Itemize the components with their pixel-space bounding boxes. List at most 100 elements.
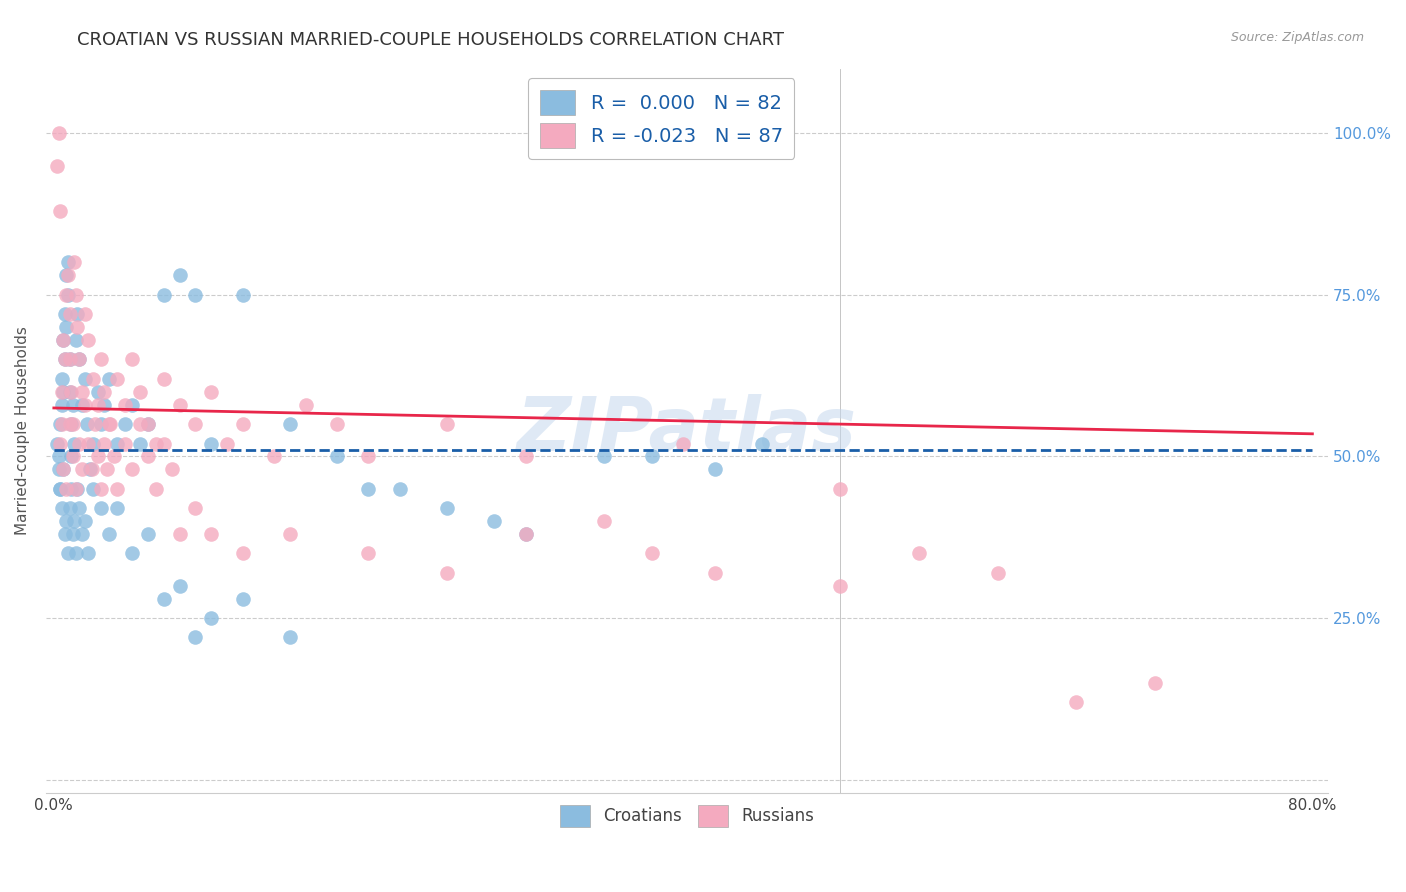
Point xyxy=(278,527,301,541)
Point xyxy=(200,384,222,399)
Point xyxy=(56,255,79,269)
Point xyxy=(515,450,537,464)
Point xyxy=(82,436,104,450)
Point xyxy=(114,417,136,431)
Point xyxy=(65,482,87,496)
Text: CROATIAN VS RUSSIAN MARRIED-COUPLE HOUSEHOLDS CORRELATION CHART: CROATIAN VS RUSSIAN MARRIED-COUPLE HOUSE… xyxy=(77,31,785,49)
Point xyxy=(830,579,852,593)
Point xyxy=(53,527,76,541)
Point xyxy=(49,203,72,218)
Point xyxy=(357,482,380,496)
Point xyxy=(77,333,100,347)
Point xyxy=(515,527,537,541)
Point xyxy=(232,591,254,606)
Point xyxy=(278,417,301,431)
Point xyxy=(908,546,931,560)
Point xyxy=(46,436,69,450)
Point xyxy=(1066,695,1088,709)
Point xyxy=(83,417,105,431)
Point xyxy=(52,333,75,347)
Y-axis label: Married-couple Households: Married-couple Households xyxy=(15,326,30,535)
Point xyxy=(49,436,72,450)
Point xyxy=(62,398,84,412)
Point xyxy=(58,501,80,516)
Point xyxy=(67,436,90,450)
Point xyxy=(169,398,191,412)
Point xyxy=(75,307,97,321)
Point xyxy=(52,384,75,399)
Point xyxy=(51,398,73,412)
Point xyxy=(63,514,86,528)
Point xyxy=(52,462,75,476)
Text: ZIPatlas: ZIPatlas xyxy=(517,394,858,467)
Point xyxy=(97,417,120,431)
Point xyxy=(215,436,238,450)
Point xyxy=(357,450,380,464)
Point xyxy=(294,398,316,412)
Point xyxy=(65,288,87,302)
Point xyxy=(703,462,725,476)
Point xyxy=(55,320,77,334)
Point xyxy=(70,462,93,476)
Point xyxy=(70,527,93,541)
Point xyxy=(48,450,70,464)
Point xyxy=(62,417,84,431)
Point xyxy=(53,352,76,367)
Point xyxy=(278,631,301,645)
Point xyxy=(82,372,104,386)
Point xyxy=(145,436,167,450)
Point xyxy=(51,501,73,516)
Text: Source: ZipAtlas.com: Source: ZipAtlas.com xyxy=(1230,31,1364,45)
Point xyxy=(67,501,90,516)
Point xyxy=(58,307,80,321)
Point xyxy=(136,527,159,541)
Point xyxy=(60,384,83,399)
Point xyxy=(70,384,93,399)
Point xyxy=(60,482,83,496)
Point xyxy=(593,450,616,464)
Legend: Croatians, Russians: Croatians, Russians xyxy=(551,797,823,835)
Point xyxy=(56,546,79,560)
Point xyxy=(357,546,380,560)
Point xyxy=(66,307,89,321)
Point xyxy=(48,462,70,476)
Point xyxy=(77,436,100,450)
Point xyxy=(58,352,80,367)
Point xyxy=(51,384,73,399)
Point xyxy=(200,436,222,450)
Point xyxy=(60,417,83,431)
Point xyxy=(100,417,122,431)
Point xyxy=(200,527,222,541)
Point xyxy=(70,398,93,412)
Point xyxy=(56,268,79,283)
Point xyxy=(67,352,90,367)
Point xyxy=(105,501,128,516)
Point xyxy=(153,288,176,302)
Point xyxy=(184,501,207,516)
Point xyxy=(436,566,458,580)
Point xyxy=(121,398,143,412)
Point xyxy=(51,372,73,386)
Point xyxy=(49,482,72,496)
Point xyxy=(326,417,349,431)
Point xyxy=(66,320,89,334)
Point xyxy=(63,255,86,269)
Point xyxy=(65,333,87,347)
Point xyxy=(640,546,662,560)
Point xyxy=(184,417,207,431)
Point xyxy=(77,546,100,560)
Point xyxy=(80,462,103,476)
Point xyxy=(114,398,136,412)
Point xyxy=(62,450,84,464)
Point xyxy=(105,372,128,386)
Point xyxy=(703,566,725,580)
Point xyxy=(232,417,254,431)
Point xyxy=(153,436,176,450)
Point xyxy=(129,417,152,431)
Point xyxy=(58,352,80,367)
Point xyxy=(55,288,77,302)
Point xyxy=(1144,675,1167,690)
Point xyxy=(136,417,159,431)
Point xyxy=(93,398,115,412)
Point xyxy=(114,436,136,450)
